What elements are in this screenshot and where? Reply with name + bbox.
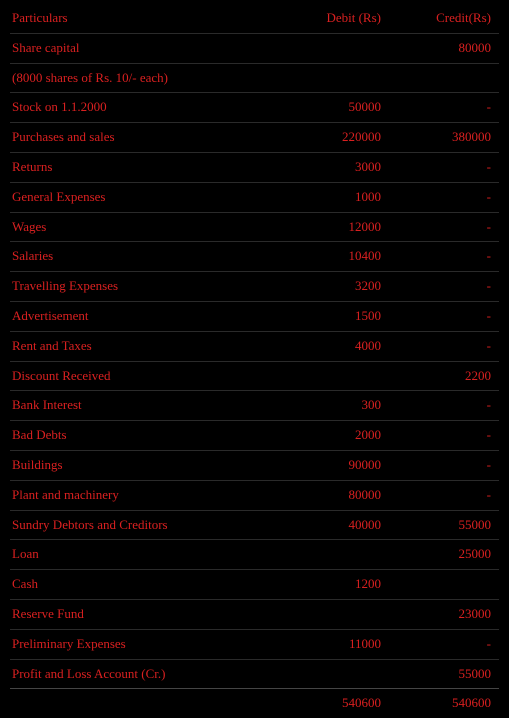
total-credit: 540600 [411,689,499,718]
table-row: Bank Interest300- [10,391,499,421]
cell-debit [323,361,411,391]
trial-balance-table: Particulars Debit (Rs) Credit(Rs) Share … [10,4,499,718]
table-row: Plant and machinery80000- [10,480,499,510]
cell-particulars: Purchases and sales [10,123,323,153]
cell-credit [411,63,499,93]
table-row: Cash1200 [10,570,499,600]
cell-debit: 1200 [323,570,411,600]
cell-particulars: Profit and Loss Account (Cr.) [10,659,323,689]
trial-balance-table-container: Particulars Debit (Rs) Credit(Rs) Share … [0,0,509,659]
cell-credit: 2200 [411,361,499,391]
cell-debit: 2000 [323,421,411,451]
table-row: Loan 25000 [10,540,499,570]
table-header-row: Particulars Debit (Rs) Credit(Rs) [10,4,499,33]
cell-debit [323,599,411,629]
cell-particulars: (8000 shares of Rs. 10/- each) [10,63,323,93]
cell-debit: 1500 [323,301,411,331]
cell-particulars: Rent and Taxes [10,331,323,361]
cell-credit: - [411,331,499,361]
table-row: Salaries10400- [10,242,499,272]
cell-credit: - [411,242,499,272]
table-row: Purchases and sales220000380000 [10,123,499,153]
cell-particulars: Reserve Fund [10,599,323,629]
cell-credit: - [411,301,499,331]
table-row: Share capital 80000 [10,33,499,63]
cell-credit: - [411,272,499,302]
cell-particulars: Bad Debts [10,421,323,451]
cell-debit: 3000 [323,152,411,182]
cell-credit [411,570,499,600]
table-row: Reserve Fund 23000 [10,599,499,629]
cell-particulars: Plant and machinery [10,480,323,510]
header-credit: Credit(Rs) [411,4,499,33]
cell-particulars: General Expenses [10,182,323,212]
cell-credit: - [411,391,499,421]
cell-debit: 10400 [323,242,411,272]
cell-debit: 80000 [323,480,411,510]
cell-credit: - [411,182,499,212]
cell-particulars: Loan [10,540,323,570]
cell-particulars: Wages [10,212,323,242]
table-row: Wages12000- [10,212,499,242]
cell-debit: 3200 [323,272,411,302]
cell-particulars: Bank Interest [10,391,323,421]
table-row: General Expenses1000- [10,182,499,212]
table-total-row: 540600 540600 [10,689,499,718]
cell-credit: 25000 [411,540,499,570]
table-row: Buildings90000- [10,450,499,480]
cell-particulars: Buildings [10,450,323,480]
cell-debit [323,63,411,93]
cell-credit: - [411,629,499,659]
table-row: Bad Debts2000- [10,421,499,451]
cell-credit: 380000 [411,123,499,153]
cell-particulars: Stock on 1.1.2000 [10,93,323,123]
cell-credit: 55000 [411,510,499,540]
cell-debit [323,540,411,570]
cell-debit: 90000 [323,450,411,480]
table-row: (8000 shares of Rs. 10/- each) [10,63,499,93]
cell-debit: 50000 [323,93,411,123]
table-row: Profit and Loss Account (Cr.) 55000 [10,659,499,689]
total-debit: 540600 [323,689,411,718]
cell-debit: 1000 [323,182,411,212]
cell-credit: 80000 [411,33,499,63]
cell-particulars: Share capital [10,33,323,63]
table-row: Returns3000- [10,152,499,182]
cell-debit: 4000 [323,331,411,361]
table-row: Discount Received 2200 [10,361,499,391]
cell-credit: - [411,212,499,242]
cell-credit: - [411,450,499,480]
cell-debit [323,659,411,689]
cell-credit: 55000 [411,659,499,689]
table-row: Preliminary Expenses11000- [10,629,499,659]
table-row: Advertisement1500- [10,301,499,331]
header-particulars: Particulars [10,4,323,33]
cell-particulars: Cash [10,570,323,600]
cell-credit: - [411,480,499,510]
cell-credit: - [411,152,499,182]
cell-particulars: Travelling Expenses [10,272,323,302]
table-row: Stock on 1.1.200050000- [10,93,499,123]
cell-particulars: Preliminary Expenses [10,629,323,659]
table-row: Sundry Debtors and Creditors4000055000 [10,510,499,540]
cell-debit: 220000 [323,123,411,153]
cell-credit: - [411,421,499,451]
cell-particulars: Salaries [10,242,323,272]
total-label [10,689,323,718]
header-debit: Debit (Rs) [323,4,411,33]
table-row: Rent and Taxes4000- [10,331,499,361]
cell-particulars: Sundry Debtors and Creditors [10,510,323,540]
cell-particulars: Discount Received [10,361,323,391]
cell-debit [323,33,411,63]
cell-debit: 11000 [323,629,411,659]
cell-particulars: Returns [10,152,323,182]
cell-debit: 40000 [323,510,411,540]
cell-debit: 12000 [323,212,411,242]
table-row: Travelling Expenses3200- [10,272,499,302]
cell-particulars: Advertisement [10,301,323,331]
cell-credit: 23000 [411,599,499,629]
cell-debit: 300 [323,391,411,421]
cell-credit: - [411,93,499,123]
